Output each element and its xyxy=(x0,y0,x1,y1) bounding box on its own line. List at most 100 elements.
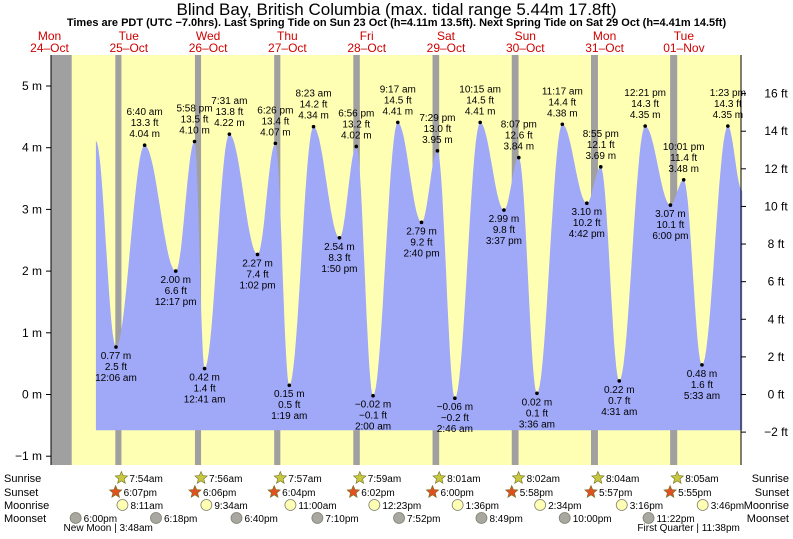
moon-icon xyxy=(475,512,488,524)
tide-point xyxy=(700,363,704,367)
high-tide-label: 8:55 pm xyxy=(583,129,619,140)
moon-icon xyxy=(393,512,405,524)
sun-icon xyxy=(584,484,598,498)
low-tide-label: 4:31 am xyxy=(601,407,637,418)
low-tide-label: 2.99 m xyxy=(489,214,520,225)
low-tide-label: −0.02 m xyxy=(355,400,391,411)
tide-point xyxy=(227,132,232,136)
tide-point xyxy=(287,383,292,388)
y-right-tick-label: 14 ft xyxy=(764,124,788,138)
high-tide-label: 3.84 m xyxy=(504,142,535,153)
high-tide-label: 9:17 am xyxy=(380,84,416,95)
high-tide-label: 4.07 m xyxy=(260,127,291,138)
y-right-tick-label: 4 ft xyxy=(768,312,785,326)
sunrise-time: 8:01am xyxy=(447,474,480,485)
sunrise-time: 8:04am xyxy=(606,474,639,485)
sun-icon xyxy=(273,470,288,484)
low-tide-label: 6.6 ft xyxy=(165,286,187,297)
sun-icon xyxy=(670,470,685,484)
tide-point xyxy=(643,124,647,128)
day-of-week-label: Thu xyxy=(277,29,298,43)
moonset-time: 10:00pm xyxy=(573,514,612,525)
tide-point xyxy=(142,143,147,148)
moonrise-time: 2:34pm xyxy=(548,501,581,512)
moon-icon xyxy=(69,512,82,524)
high-tide-label: 4.38 m xyxy=(547,108,578,119)
day-of-week-label: Sun xyxy=(515,29,536,43)
y-right-tick-label: 0 ft xyxy=(768,388,785,402)
tide-point xyxy=(273,141,278,146)
moonset-row-label-left: Moonset xyxy=(4,513,46,525)
date-label: 26–Oct xyxy=(189,41,228,55)
low-tide-label: 0.22 m xyxy=(604,385,635,396)
high-tide-label: 4.35 m xyxy=(630,110,661,121)
tide-point xyxy=(202,366,207,371)
moon-phase-label: New Moon | 3:48am xyxy=(64,523,153,534)
high-tide-label: 1:23 pm xyxy=(710,88,746,99)
high-tide-label: 6:26 pm xyxy=(257,105,293,116)
moonset-time: 7:10pm xyxy=(325,514,358,525)
axes: −1 m 0 m 1 m 2 m 3 m 4 m 5 m −2 ft 0 ft 2 ft 4 ft 6… xyxy=(15,79,789,463)
tide-point xyxy=(435,148,440,153)
tide-point xyxy=(617,379,622,383)
low-tide-label: 8.3 ft xyxy=(328,253,350,264)
y-left-tick-label: −1 m xyxy=(15,449,42,463)
sun-icon xyxy=(352,470,367,484)
y-left-tick-label: 3 m xyxy=(22,202,42,216)
date-label: 01–Nov xyxy=(663,41,704,55)
tide-point xyxy=(311,124,316,129)
low-tide-label: 2:40 pm xyxy=(403,248,439,259)
high-tide-label: 11.4 ft xyxy=(670,153,697,164)
y-left-tick-label: 1 m xyxy=(22,326,42,340)
moonrise-row-label-left: Moonrise xyxy=(4,500,49,512)
tide-point xyxy=(585,201,589,206)
low-tide-label: 0.42 m xyxy=(189,373,220,384)
high-tide-label: 4.04 m xyxy=(129,129,160,140)
sunrise-time: 8:02am xyxy=(527,474,560,485)
tide-point xyxy=(453,396,457,401)
high-tide-label: 11:17 am xyxy=(542,86,583,97)
moon-icon xyxy=(696,499,709,511)
y-right-tick-label: 12 ft xyxy=(764,162,788,176)
low-tide-label: 2.00 m xyxy=(160,275,191,286)
sun-icon xyxy=(663,484,678,498)
moonset-time: 11:22pm xyxy=(657,514,695,525)
high-tide-label: 6:40 am xyxy=(127,107,163,118)
low-tide-label: 0.1 ft xyxy=(526,408,548,419)
low-tide-label: 2.79 m xyxy=(406,226,437,237)
low-tide-label: 9.2 ft xyxy=(410,237,432,248)
high-tide-label: 12.6 ft xyxy=(505,131,533,142)
high-tide-label: 4.41 m xyxy=(382,106,413,117)
date-label: 28–Oct xyxy=(347,41,386,55)
low-tide-label: 12:17 pm xyxy=(155,297,197,308)
moon-icon xyxy=(534,499,547,511)
high-tide-label: 10:15 am xyxy=(459,84,501,95)
high-tide-label: 13.4 ft xyxy=(261,116,289,127)
tide-point xyxy=(192,139,197,144)
moon-icon xyxy=(230,512,243,524)
tide-point xyxy=(173,269,178,273)
sun-icon xyxy=(188,484,202,498)
high-tide-label: 3.95 m xyxy=(422,135,453,146)
sunset-time: 5:55pm xyxy=(678,488,711,499)
high-tide-label: 4.41 m xyxy=(465,106,496,117)
low-tide-label: 0.48 m xyxy=(687,369,718,380)
y-right-tick-label: 8 ft xyxy=(768,237,785,251)
day-labels: Mon24–OctTue25–OctWed26–OctThu27–OctFri2… xyxy=(30,29,704,55)
tide-point xyxy=(668,203,673,207)
low-tide-label: 12:41 am xyxy=(184,395,226,406)
plot-frame xyxy=(50,55,742,465)
sunset-time: 6:04pm xyxy=(282,488,315,499)
date-label: 31–Oct xyxy=(585,41,624,55)
sun-icon xyxy=(194,470,208,484)
low-tide-label: 0.15 m xyxy=(274,389,305,400)
y-left-tick-label: 5 m xyxy=(22,79,42,93)
high-tide-label: 10:01 pm xyxy=(663,142,705,153)
day-of-week-label: Tue xyxy=(119,29,140,43)
y-right-tick-label: 16 ft xyxy=(764,87,788,101)
low-tide-label: −0.06 m xyxy=(437,402,473,413)
moonrise-time: 3:16pm xyxy=(630,501,663,512)
sun-icon xyxy=(432,470,447,484)
low-tide-label: −0.1 ft xyxy=(359,411,387,422)
moonset-time: 6:18pm xyxy=(164,514,197,525)
